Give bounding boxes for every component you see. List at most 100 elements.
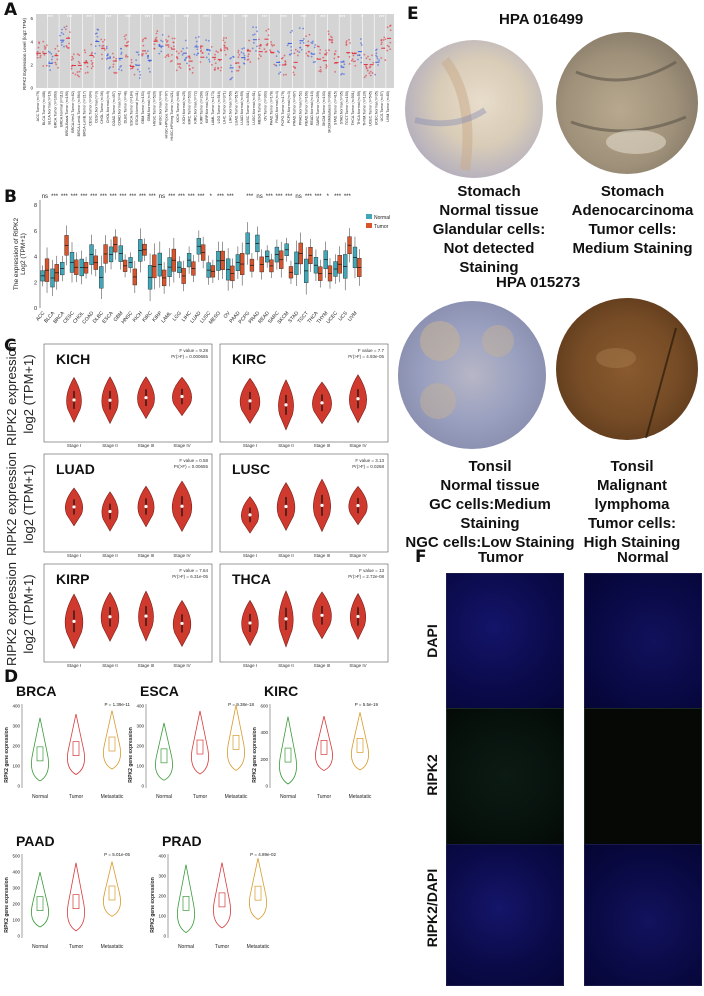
- f-value: F value = 9.28: [179, 348, 208, 353]
- x-tick-label: ESCA.Normal (n=11): [135, 91, 139, 125]
- jitter-point: [130, 58, 133, 61]
- box: [284, 747, 292, 763]
- jitter-point: [319, 68, 322, 71]
- stage-label: Stage III: [138, 553, 155, 558]
- caption-line: Malignant lymphoma: [594, 477, 670, 513]
- jitter-point: [369, 65, 372, 68]
- jitter-point: [36, 56, 39, 59]
- jitter-point: [153, 47, 156, 50]
- x-tick-label: LAML.Tumor (n=173): [211, 91, 215, 125]
- jitter-point: [230, 77, 233, 80]
- jitter-point: [167, 35, 170, 38]
- legend-swatch-normal: [366, 214, 372, 219]
- significance-mark: ***: [315, 194, 323, 200]
- jitter-point: [146, 50, 149, 52]
- cancer-title: PRAD: [162, 833, 202, 849]
- jitter-point: [236, 69, 238, 72]
- jitter-point: [101, 45, 104, 48]
- jitter-point: [380, 41, 383, 44]
- jitter-point: [223, 37, 225, 39]
- jitter-point: [384, 38, 387, 41]
- jitter-point: [270, 41, 272, 43]
- x-tick-label: ACC: [35, 310, 47, 322]
- jitter-point: [54, 47, 57, 50]
- caption-stomach-tumor: Stomach Adenocarcinoma Tumor cells: Medi…: [565, 182, 700, 258]
- jitter-point: [65, 45, 68, 48]
- jitter-point: [238, 53, 241, 56]
- median-point: [180, 394, 184, 399]
- cancer-title: KIRC: [264, 683, 298, 699]
- shade-band: [304, 14, 316, 88]
- shade-band: [281, 14, 293, 88]
- jitter-point: [259, 43, 262, 46]
- jitter-point: [181, 53, 184, 56]
- jitter-point: [380, 57, 383, 59]
- jitter-point: [220, 66, 223, 69]
- ihc-tonsil-normal: [398, 301, 546, 449]
- p-value: Pr(>F) = 0.000665: [171, 354, 208, 359]
- significance-mark: ns: [295, 194, 301, 200]
- jitter-point: [78, 62, 81, 65]
- jitter-point: [65, 25, 68, 28]
- jitter-point: [104, 49, 106, 51]
- significance-mark: ns: [42, 194, 48, 200]
- jitter-point: [255, 26, 258, 29]
- stage-label: Stage IV: [173, 443, 190, 448]
- if-tumor-ripk2: [446, 708, 564, 845]
- jitter-point: [308, 33, 311, 36]
- jitter-point: [57, 66, 59, 69]
- violin: [67, 713, 85, 775]
- jitter-point: [54, 61, 57, 64]
- jitter-point: [325, 63, 328, 66]
- jitter-point: [167, 55, 170, 58]
- jitter-point: [345, 40, 348, 42]
- cancer-title: KIRC: [232, 351, 266, 367]
- caption-line: Not detected Staining: [443, 240, 535, 276]
- median-point: [284, 403, 288, 407]
- jitter-point: [39, 56, 42, 59]
- x-tick-label: UCEC.Tumor (n=545): [369, 91, 373, 126]
- jitter-point: [79, 68, 82, 70]
- cancer-title: THCA: [232, 571, 271, 587]
- jitter-point: [156, 30, 159, 32]
- jitter-point: [94, 52, 96, 55]
- p-value: Pr(>F) = 0.00655: [174, 464, 209, 469]
- jitter-point: [43, 45, 46, 48]
- shade-band: [141, 14, 153, 88]
- y-tick-label: 200: [12, 902, 20, 907]
- jitter-point: [314, 44, 317, 46]
- significance-mark: ***: [320, 15, 326, 21]
- jitter-point: [83, 49, 86, 52]
- stage-label: Stage IV: [349, 553, 366, 558]
- jitter-point: [86, 65, 89, 68]
- group-label: Normal: [32, 944, 48, 950]
- violin: [249, 858, 267, 920]
- y-axis-label: log2 (TPM+1): [21, 354, 36, 433]
- y-tick-label: 2: [34, 280, 37, 286]
- ihc-tonsil-tumor: [556, 298, 698, 440]
- caption-line: Medium Staining: [572, 240, 693, 257]
- y-axis-label: The expression of RIPK2: [13, 217, 20, 290]
- jitter-point: [155, 32, 158, 35]
- jitter-point: [70, 67, 73, 70]
- jitter-point: [172, 41, 175, 44]
- significance-mark: ***: [125, 15, 131, 21]
- jitter-point: [343, 63, 346, 66]
- significance-mark: ***: [285, 194, 293, 200]
- shade-band: [257, 14, 269, 88]
- jitter-point: [182, 47, 184, 50]
- p-value: P = 4.89e-02: [250, 852, 276, 857]
- median-point: [108, 509, 112, 514]
- jitter-point: [100, 38, 103, 41]
- cancer-title: LUSC: [232, 461, 270, 477]
- jitter-point: [50, 58, 53, 61]
- jitter-point: [386, 26, 389, 29]
- shade-band: [246, 14, 258, 88]
- jitter-point: [265, 29, 268, 32]
- jitter-point: [322, 56, 325, 59]
- cancer-title: KICH: [56, 351, 90, 367]
- panel-d-violins: BRCA P = 1.39e-11 RIPK2 gene expression 0 10…: [4, 683, 378, 950]
- jitter-point: [258, 47, 261, 50]
- caption-line: Tumor cells:: [587, 515, 677, 532]
- p-value: Pr(>F) = 0.0268: [352, 464, 384, 469]
